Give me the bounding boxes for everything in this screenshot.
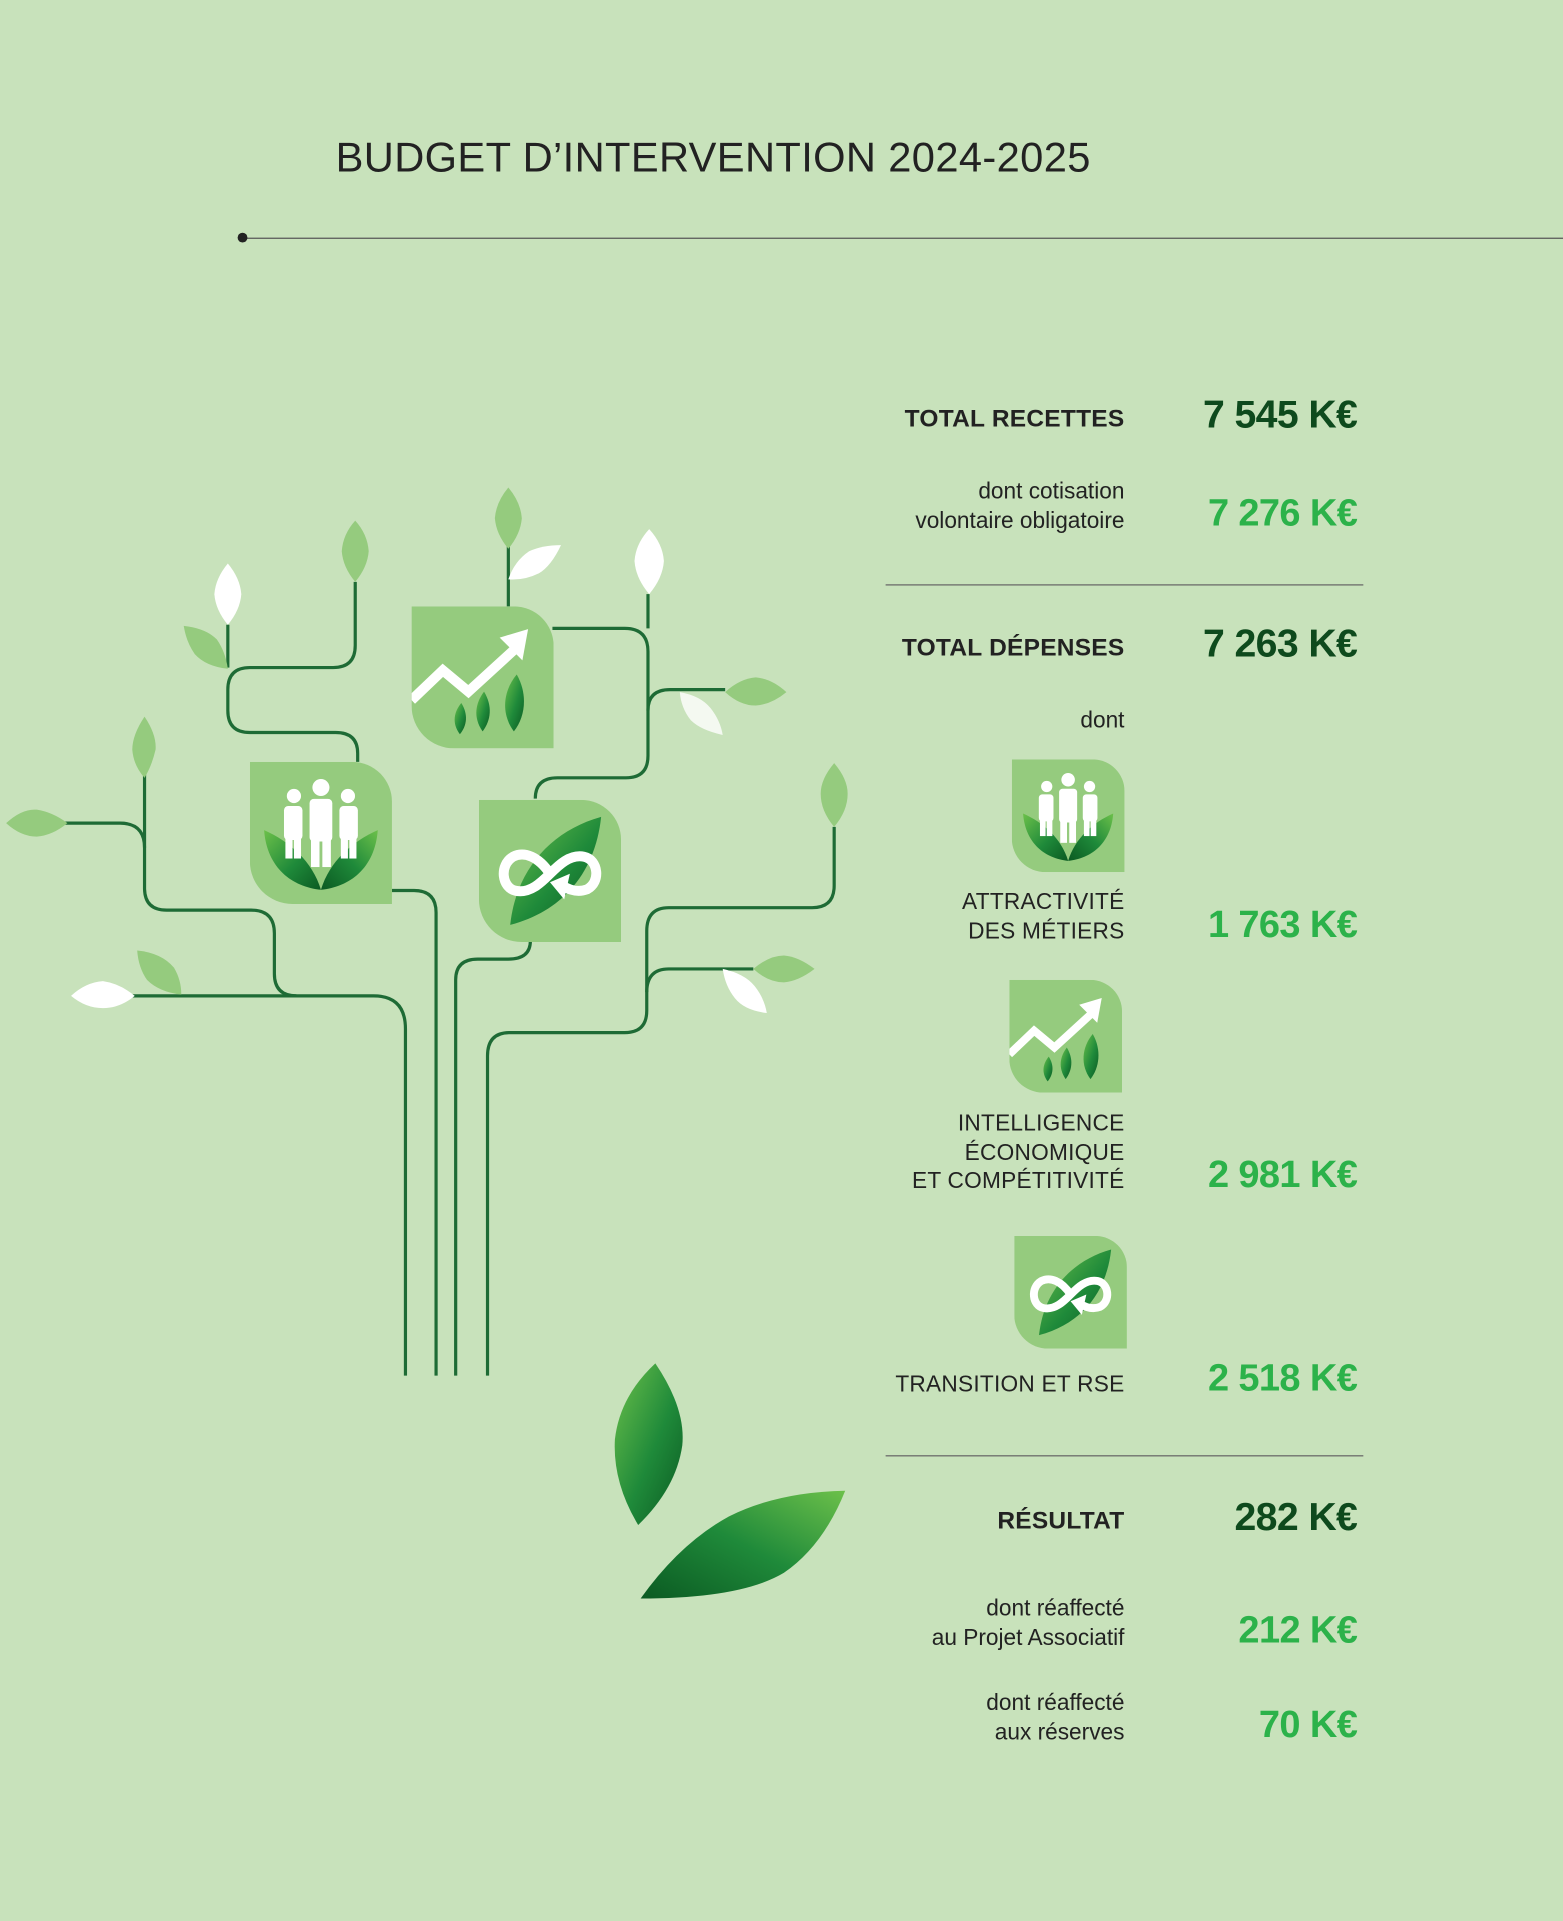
separator bbox=[885, 584, 1364, 586]
infinity-leaf-icon bbox=[479, 800, 621, 942]
tree-illustration bbox=[6, 487, 848, 1599]
projet-associatif-label: dont réaffecté au Projet Associatif bbox=[932, 1594, 1125, 1653]
people-leaves-icon bbox=[250, 762, 392, 904]
total-recettes-label: TOTAL RECETTES bbox=[904, 405, 1125, 433]
rule-dot bbox=[237, 232, 248, 243]
total-depenses-value: 7 263 K€ bbox=[1203, 621, 1358, 666]
cotisation-label-line2: volontaire obligatoire bbox=[915, 507, 1125, 533]
attractivite-line2: DES MÉTIERS bbox=[968, 916, 1125, 943]
infinity-leaf-icon bbox=[1014, 1236, 1127, 1349]
dont-label: dont bbox=[1080, 706, 1125, 733]
separator bbox=[885, 1455, 1364, 1457]
cotisation-label: dont cotisation volontaire obligatoire bbox=[915, 476, 1124, 535]
attractivite-label: ATTRACTIVITÉ DES MÉTIERS bbox=[962, 887, 1124, 945]
growth-chart-icon bbox=[1009, 980, 1122, 1093]
total-depenses-label: TOTAL DÉPENSES bbox=[901, 634, 1125, 662]
transition-label: TRANSITION ET RSE bbox=[895, 1370, 1125, 1397]
reserves-value: 70 K€ bbox=[1258, 1702, 1358, 1746]
total-recettes-value: 7 545 K€ bbox=[1203, 391, 1358, 437]
intelligence-label: INTELLIGENCE ÉCONOMIQUE ET COMPÉTITIVITÉ bbox=[912, 1109, 1125, 1195]
intelligence-line2: ÉCONOMIQUE bbox=[964, 1138, 1125, 1165]
resultat-value: 282 K€ bbox=[1234, 1494, 1358, 1539]
big-leaf-vertical bbox=[614, 1363, 683, 1526]
people-leaves-icon bbox=[1012, 759, 1125, 872]
title-rule bbox=[244, 237, 1563, 239]
growth-chart-icon bbox=[412, 606, 554, 748]
intelligence-value: 2 981 K€ bbox=[1207, 1152, 1358, 1196]
cotisation-label-line1: dont cotisation bbox=[978, 477, 1125, 504]
reserves-line2: aux réserves bbox=[994, 1718, 1125, 1745]
tree-branches bbox=[63, 545, 836, 1376]
transition-value: 2 518 K€ bbox=[1207, 1355, 1358, 1399]
intelligence-line1: INTELLIGENCE bbox=[957, 1109, 1125, 1136]
resultat-label: RÉSULTAT bbox=[997, 1507, 1125, 1535]
page-title: BUDGET D’INTERVENTION 2024-2025 bbox=[335, 134, 1091, 182]
big-leaf-diagonal bbox=[640, 1490, 846, 1599]
intelligence-line3: ET COMPÉTITIVITÉ bbox=[911, 1167, 1125, 1194]
attractivite-line1: ATTRACTIVITÉ bbox=[962, 888, 1125, 914]
reserves-label: dont réaffecté aux réserves bbox=[986, 1688, 1124, 1747]
leaves bbox=[6, 487, 848, 1599]
reserves-line1: dont réaffecté bbox=[986, 1689, 1125, 1715]
cotisation-value: 7 276 K€ bbox=[1207, 491, 1358, 535]
attractivite-value: 1 763 K€ bbox=[1207, 902, 1358, 946]
projet-associatif-value: 212 K€ bbox=[1238, 1608, 1358, 1652]
projet-associatif-line1: dont réaffecté bbox=[986, 1594, 1125, 1621]
projet-associatif-line2: au Projet Associatif bbox=[931, 1624, 1125, 1650]
